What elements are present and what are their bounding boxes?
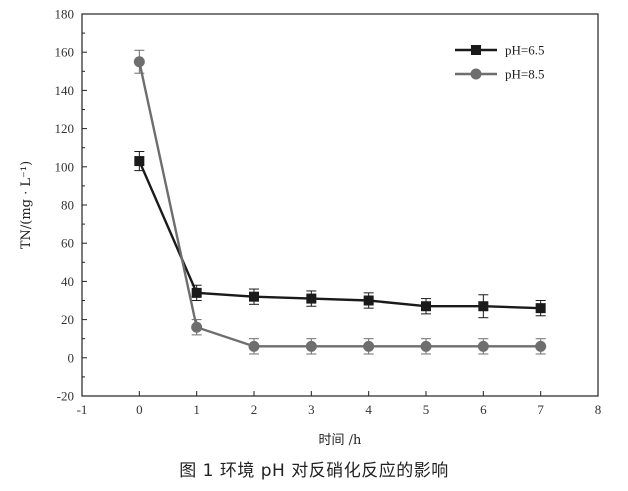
x-tick-label: 4 — [365, 402, 372, 417]
data-point-square — [363, 295, 374, 306]
legend-marker-square — [471, 45, 481, 55]
y-tick-label: 180 — [55, 7, 75, 22]
data-point-circle — [363, 340, 375, 352]
series-square — [134, 151, 546, 319]
legend-marker-circle — [470, 68, 482, 80]
y-tick-label: 120 — [55, 121, 75, 136]
x-tick-label: 1 — [193, 402, 200, 417]
x-tick-label: 5 — [423, 402, 430, 417]
series-line — [138, 61, 541, 348]
x-tick-label: 7 — [537, 402, 544, 417]
series-layer — [133, 49, 547, 355]
y-axis-label: TN/(mg · L⁻¹) — [19, 161, 34, 249]
series-line — [138, 160, 541, 310]
y-tick-label: 160 — [55, 45, 75, 60]
legend: pH=6.5 pH=8.5 — [455, 43, 544, 82]
data-point-square — [249, 291, 259, 302]
data-point-square — [478, 301, 489, 312]
legend-entry: pH=8.5 — [455, 67, 544, 82]
y-tick-label: 20 — [61, 312, 74, 327]
y-tick-label: 140 — [55, 83, 75, 98]
legend-entry: pH=6.5 — [455, 43, 544, 58]
data-point-circle — [248, 340, 260, 352]
data-point-circle — [133, 56, 145, 68]
x-tick-label: 0 — [136, 402, 143, 417]
x-tick-label: -1 — [77, 402, 88, 417]
y-tick-label: -20 — [57, 389, 74, 404]
data-point-circle — [477, 340, 489, 352]
data-point-circle — [420, 340, 432, 352]
figure-caption: 图 1 环境 pH 对反硝化反应的影响 — [179, 461, 449, 481]
x-axis-label: 时间 /h — [319, 433, 363, 448]
y-tick-label: 80 — [61, 198, 74, 213]
data-point-square — [421, 301, 431, 312]
data-point-circle — [191, 321, 203, 333]
x-tick-label: 6 — [480, 402, 487, 417]
data-point-square — [134, 156, 145, 167]
y-ticks: -20 0 20 40 60 80 100 120 140 160 180 — [55, 7, 87, 404]
legend-label: pH=6.5 — [505, 43, 544, 58]
x-tick-label: 8 — [595, 402, 602, 417]
y-tick-label: 100 — [55, 159, 75, 174]
x-tick-label: 2 — [251, 402, 258, 417]
legend-label: pH=8.5 — [505, 67, 544, 82]
y-tick-label: 60 — [61, 236, 74, 251]
y-tick-label: 40 — [61, 274, 74, 289]
data-point-square — [535, 303, 546, 314]
data-point-square — [191, 287, 202, 298]
x-ticks: -1 0 1 2 3 4 5 6 7 8 — [77, 391, 602, 417]
data-point-circle — [305, 340, 317, 352]
series-circle — [133, 49, 547, 355]
data-point-circle — [535, 340, 547, 352]
y-tick-label: 0 — [68, 350, 75, 365]
data-point-square — [306, 293, 317, 304]
x-tick-label: 3 — [308, 402, 315, 417]
